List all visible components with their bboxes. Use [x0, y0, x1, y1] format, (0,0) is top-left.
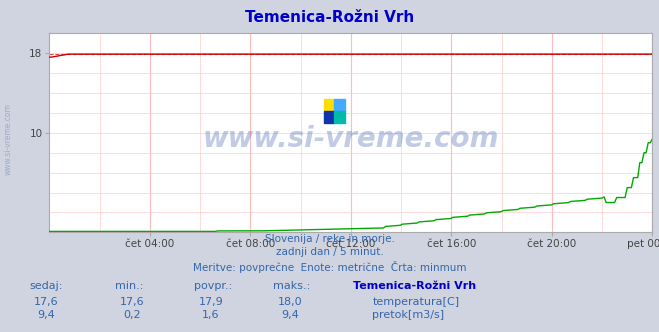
Text: 9,4: 9,4 — [281, 310, 299, 320]
Text: www.si-vreme.com: www.si-vreme.com — [3, 104, 13, 175]
Bar — [334, 99, 345, 111]
Text: povpr.:: povpr.: — [194, 281, 233, 290]
Bar — [324, 111, 334, 123]
Text: 0,2: 0,2 — [123, 310, 140, 320]
Text: min.:: min.: — [115, 281, 144, 290]
Text: pretok[m3/s]: pretok[m3/s] — [372, 310, 444, 320]
Text: 17,6: 17,6 — [34, 297, 59, 307]
Text: Temenica-Rožni Vrh: Temenica-Rožni Vrh — [245, 10, 414, 25]
Text: zadnji dan / 5 minut.: zadnji dan / 5 minut. — [275, 247, 384, 257]
Text: 18,0: 18,0 — [277, 297, 302, 307]
Text: Meritve: povprečne  Enote: metrične  Črta: minmum: Meritve: povprečne Enote: metrične Črta:… — [192, 261, 467, 273]
Bar — [334, 111, 345, 123]
Text: temperatura[C]: temperatura[C] — [372, 297, 459, 307]
Text: Slovenija / reke in morje.: Slovenija / reke in morje. — [264, 234, 395, 244]
Text: 17,9: 17,9 — [198, 297, 223, 307]
Text: www.si-vreme.com: www.si-vreme.com — [203, 125, 499, 153]
Bar — [324, 99, 334, 111]
Text: 17,6: 17,6 — [119, 297, 144, 307]
Text: maks.:: maks.: — [273, 281, 311, 290]
Text: 9,4: 9,4 — [38, 310, 55, 320]
Text: 1,6: 1,6 — [202, 310, 219, 320]
Text: sedaj:: sedaj: — [30, 281, 63, 290]
Text: Temenica-Rožni Vrh: Temenica-Rožni Vrh — [353, 281, 476, 290]
